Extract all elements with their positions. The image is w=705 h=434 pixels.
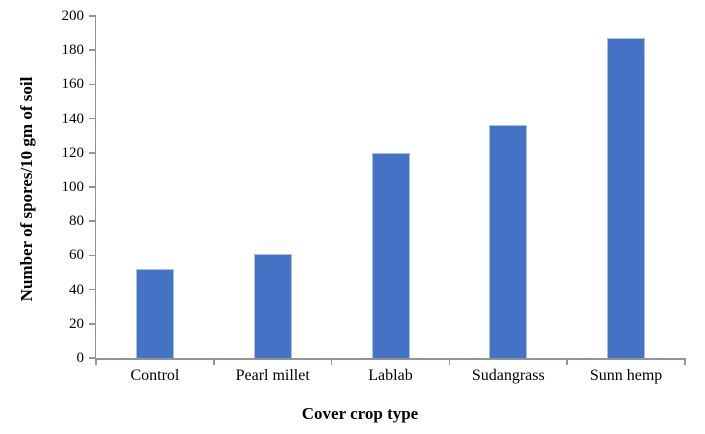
x-tick bbox=[566, 359, 568, 365]
y-tick-label: 60 bbox=[69, 247, 84, 264]
x-axis-title: Cover crop type bbox=[301, 404, 419, 423]
y-tick bbox=[89, 152, 95, 154]
y-tick bbox=[89, 83, 95, 86]
y-tick-label: 0 bbox=[76, 350, 85, 366]
y-tick-label: 100 bbox=[61, 179, 85, 195]
x-tick bbox=[213, 359, 215, 365]
y-tick-label: 20 bbox=[69, 315, 84, 332]
bar-sudangrass bbox=[489, 125, 528, 358]
bar-lablab bbox=[371, 152, 410, 358]
y-tick bbox=[89, 254, 95, 257]
y-tick-label: 80 bbox=[69, 213, 84, 230]
y-axis-line bbox=[94, 15, 96, 360]
bar-pearl-millet bbox=[253, 253, 292, 358]
bar-control bbox=[135, 269, 174, 358]
y-tick-label: 180 bbox=[61, 42, 85, 59]
y-tick bbox=[89, 220, 95, 222]
x-axis-line bbox=[94, 358, 686, 360]
x-tick bbox=[95, 359, 97, 365]
y-tick bbox=[89, 49, 95, 51]
y-tick-label: 40 bbox=[69, 281, 84, 298]
y-tick-label: 140 bbox=[61, 110, 85, 127]
x-tick bbox=[330, 359, 333, 365]
y-tick-label: 120 bbox=[61, 144, 85, 161]
x-tick bbox=[684, 359, 686, 365]
x-category-label: Lablab bbox=[368, 367, 413, 384]
y-tick-label: 200 bbox=[61, 8, 85, 24]
x-tick bbox=[448, 359, 451, 365]
y-tick bbox=[89, 15, 95, 17]
x-category-label: Control bbox=[130, 367, 180, 384]
x-category-label: Pearl millet bbox=[235, 367, 310, 384]
bar-sunn-hemp bbox=[607, 38, 646, 358]
y-tick bbox=[89, 117, 95, 120]
y-tick bbox=[89, 323, 95, 325]
y-tick bbox=[89, 186, 95, 188]
y-tick bbox=[89, 288, 95, 291]
y-tick bbox=[89, 357, 95, 359]
y-tick-label: 160 bbox=[61, 76, 85, 93]
x-category-label: Sudangrass bbox=[471, 367, 545, 384]
x-category-label: Sunn hemp bbox=[589, 367, 663, 384]
